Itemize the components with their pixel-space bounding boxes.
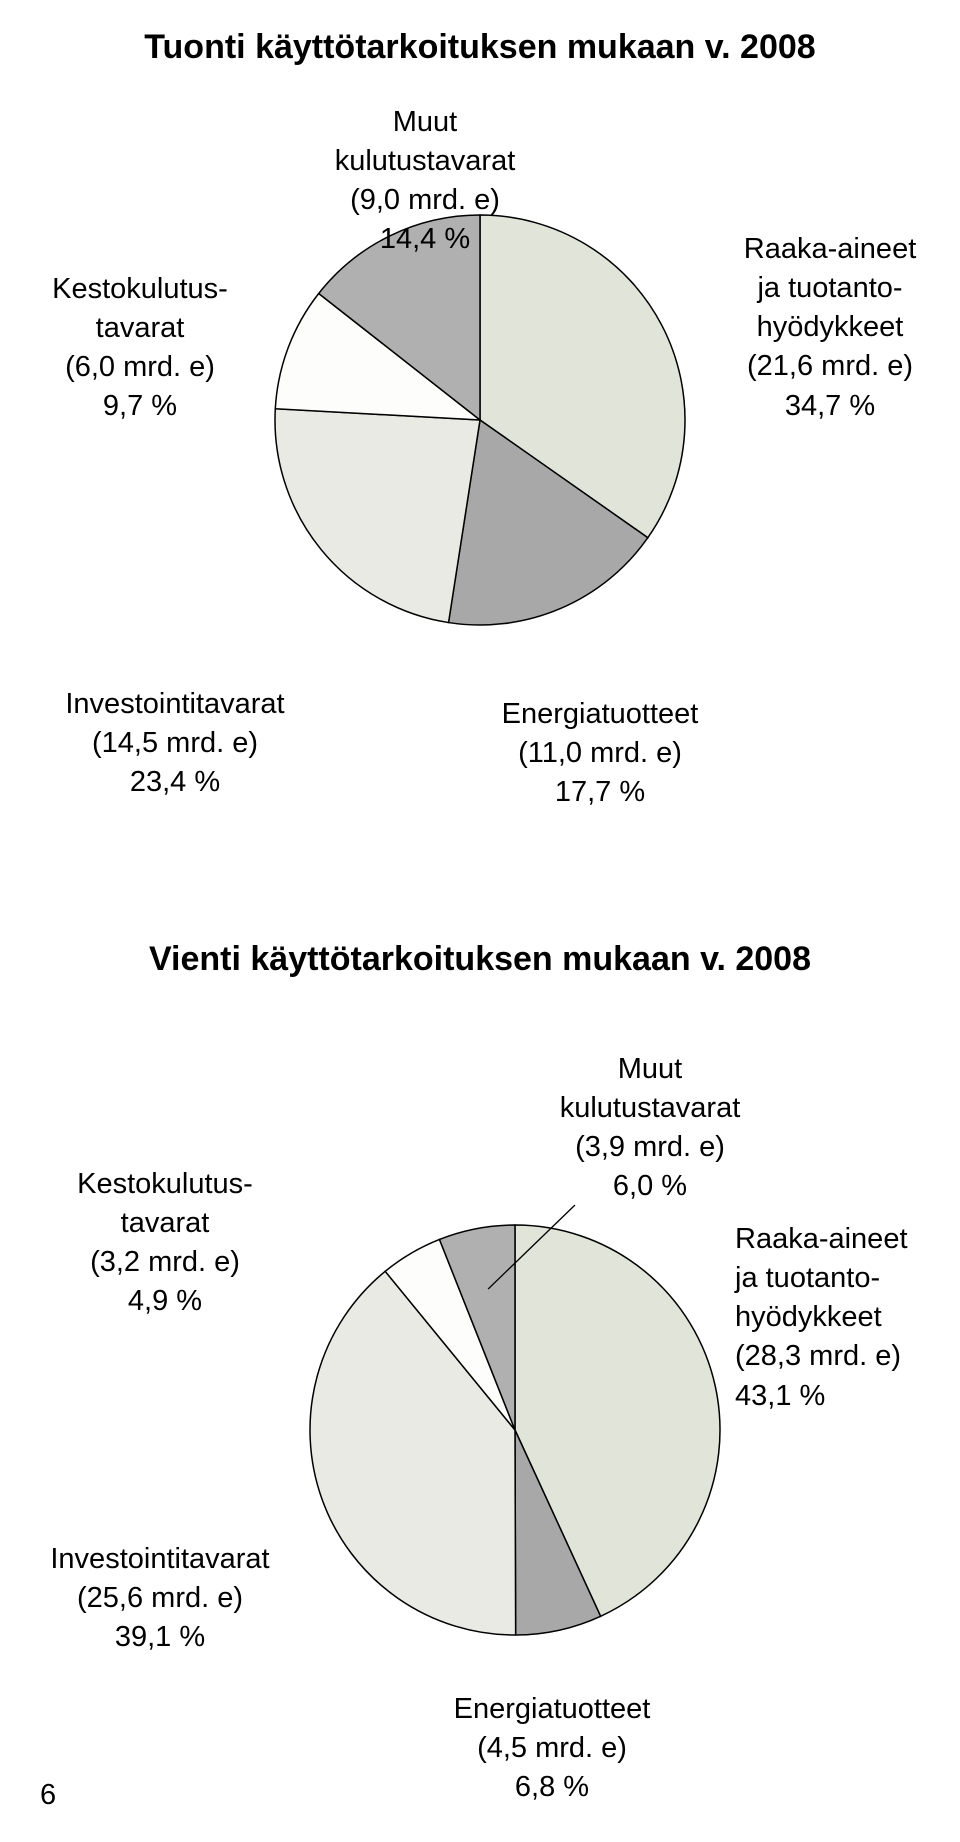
label-line: Muut [530, 1050, 770, 1089]
label-line: Investointitavarat [30, 685, 320, 724]
label-line: 23,4 % [30, 763, 320, 802]
label-line: Kestokulutus- [50, 1165, 280, 1204]
label-line: (11,0 mrd. e) [460, 734, 740, 773]
chart2-label-kesto: Kestokulutus- tavarat (3,2 mrd. e) 4,9 % [50, 1165, 280, 1322]
label-line: Energiatuotteet [460, 695, 740, 734]
label-line: (21,6 mrd. e) [715, 347, 945, 386]
label-line: (28,3 mrd. e) [735, 1337, 955, 1376]
label-line: 6,8 % [412, 1768, 692, 1807]
label-line: 4,9 % [50, 1282, 280, 1321]
chart1-label-invest: Investointitavarat (14,5 mrd. e) 23,4 % [30, 685, 320, 802]
label-line: ja tuotanto- [715, 269, 945, 308]
label-line: tavarat [50, 1204, 280, 1243]
label-line: 17,7 % [460, 773, 740, 812]
label-line: hyödykkeet [715, 308, 945, 347]
chart1-label-kesto: Kestokulutus- tavarat (6,0 mrd. e) 9,7 % [20, 270, 260, 427]
pie-slice [275, 409, 480, 623]
label-line: Energiatuotteet [412, 1690, 692, 1729]
chart1-section: Tuonti käyttötarkoituksen mukaan v. 2008… [0, 0, 960, 67]
chart2-label-energ: Energiatuotteet (4,5 mrd. e) 6,8 % [412, 1690, 692, 1807]
label-line: ja tuotanto- [735, 1259, 955, 1298]
label-line: 9,7 % [20, 387, 260, 426]
label-line: kulutustavarat [530, 1089, 770, 1128]
label-line: hyödykkeet [735, 1298, 955, 1337]
page-number: 6 [40, 1779, 56, 1812]
label-line: 34,7 % [715, 387, 945, 426]
label-line: (14,5 mrd. e) [30, 724, 320, 763]
chart1-label-muut: Muut kulutustavarat (9,0 mrd. e) 14,4 % [305, 103, 545, 260]
chart2-label-invest: Investointitavarat (25,6 mrd. e) 39,1 % [15, 1540, 305, 1657]
label-line: (4,5 mrd. e) [412, 1729, 692, 1768]
chart2-label-raaka: Raaka-aineet ja tuotanto- hyödykkeet (28… [735, 1220, 955, 1416]
label-line: 39,1 % [15, 1618, 305, 1657]
label-line: (9,0 mrd. e) [305, 181, 545, 220]
label-line: Muut [305, 103, 545, 142]
label-line: (25,6 mrd. e) [15, 1579, 305, 1618]
label-line: kulutustavarat [305, 142, 545, 181]
label-line: Investointitavarat [15, 1540, 305, 1579]
label-line: Kestokulutus- [20, 270, 260, 309]
label-line: 6,0 % [530, 1167, 770, 1206]
label-line: 14,4 % [305, 220, 545, 259]
chart1-label-raaka: Raaka-aineet ja tuotanto- hyödykkeet (21… [715, 230, 945, 426]
label-line: Raaka-aineet [735, 1220, 955, 1259]
label-line: (3,2 mrd. e) [50, 1243, 280, 1282]
chart1-label-energ: Energiatuotteet (11,0 mrd. e) 17,7 % [460, 695, 740, 812]
label-line: 43,1 % [735, 1377, 955, 1416]
label-line: (6,0 mrd. e) [20, 348, 260, 387]
label-line: (3,9 mrd. e) [530, 1128, 770, 1167]
label-line: Raaka-aineet [715, 230, 945, 269]
label-line: tavarat [20, 309, 260, 348]
chart2-label-muut: Muut kulutustavarat (3,9 mrd. e) 6,0 % [530, 1050, 770, 1207]
